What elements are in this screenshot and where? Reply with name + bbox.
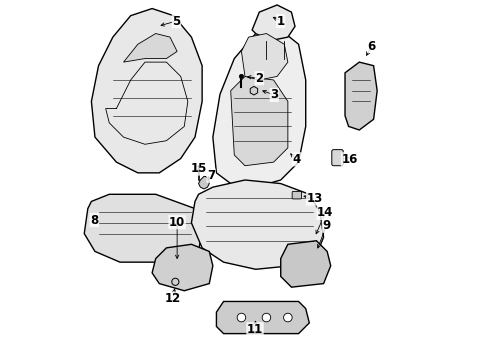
Polygon shape [345, 62, 377, 130]
Polygon shape [123, 33, 177, 62]
Text: 14: 14 [317, 206, 334, 219]
Circle shape [239, 74, 244, 78]
Text: 8: 8 [90, 213, 98, 226]
Polygon shape [84, 194, 202, 262]
Text: 13: 13 [307, 192, 323, 205]
FancyBboxPatch shape [292, 192, 301, 199]
Text: 15: 15 [191, 162, 207, 175]
Polygon shape [213, 30, 306, 187]
Polygon shape [92, 9, 202, 173]
Text: 3: 3 [270, 89, 278, 102]
Text: 2: 2 [255, 72, 263, 85]
Polygon shape [242, 33, 288, 80]
Circle shape [284, 313, 292, 322]
Text: 7: 7 [207, 169, 215, 182]
Polygon shape [152, 244, 213, 291]
Polygon shape [281, 241, 331, 287]
Text: 6: 6 [368, 40, 376, 53]
Polygon shape [231, 76, 288, 166]
Text: 11: 11 [247, 323, 263, 336]
Text: 4: 4 [293, 153, 301, 166]
Text: 10: 10 [169, 216, 185, 229]
Circle shape [237, 313, 245, 322]
Text: 9: 9 [322, 219, 331, 232]
Polygon shape [217, 301, 309, 334]
Text: 5: 5 [172, 14, 180, 27]
Circle shape [262, 313, 270, 322]
Text: 1: 1 [277, 14, 285, 27]
Polygon shape [198, 176, 209, 189]
FancyBboxPatch shape [332, 150, 343, 166]
Polygon shape [192, 180, 323, 269]
Polygon shape [252, 5, 295, 41]
Circle shape [172, 278, 179, 285]
Text: 16: 16 [342, 153, 358, 166]
Text: 12: 12 [165, 292, 181, 305]
